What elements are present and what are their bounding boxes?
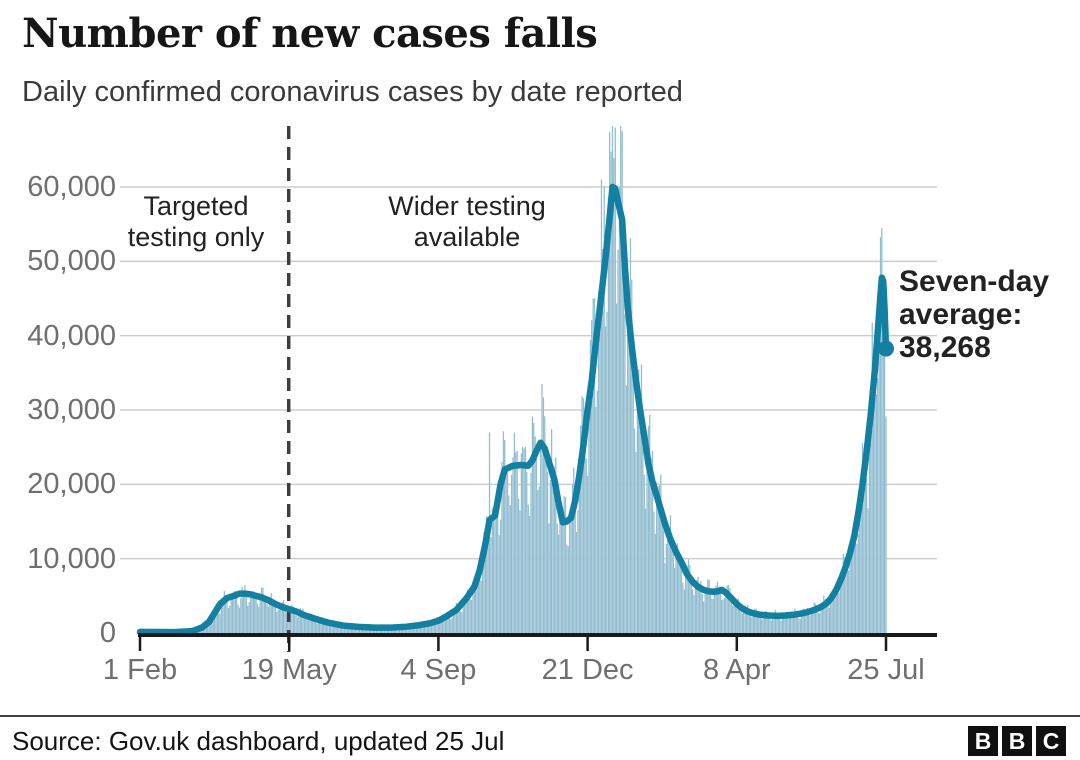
- footer-divider: [0, 715, 1080, 717]
- bbc-logo: B B C: [968, 726, 1066, 756]
- annotation-seven-day-average: Seven-day average: 38,268: [899, 265, 1050, 364]
- bbc-logo-letter: B: [1002, 726, 1032, 756]
- x-tick-label: 25 Jul: [847, 654, 925, 686]
- y-tick-label: 10,000: [27, 542, 116, 575]
- y-tick-label: 50,000: [27, 245, 116, 278]
- x-tick-label: 19 May: [241, 654, 337, 686]
- y-tick-label: 20,000: [27, 468, 116, 501]
- y-tick-label: 60,000: [27, 171, 116, 203]
- x-tick-label: 1 Feb: [102, 654, 178, 686]
- x-tick-label: 8 Apr: [702, 654, 771, 686]
- y-tick-label: 30,000: [27, 394, 116, 426]
- x-tick-label: 4 Sep: [400, 654, 477, 686]
- y-tick-label: 0: [99, 617, 116, 649]
- annotation-wider-testing: Wider testing available: [388, 191, 546, 252]
- source-caption: Source: Gov.uk dashboard, updated 25 Jul: [12, 726, 505, 756]
- bbc-logo-letter: C: [1036, 726, 1066, 756]
- x-tick-label: 21 Dec: [541, 654, 634, 686]
- bbc-logo-letter: B: [968, 726, 998, 756]
- annotation-targeted-testing: Targeted testing only: [127, 191, 265, 252]
- y-tick-label: 40,000: [27, 319, 116, 352]
